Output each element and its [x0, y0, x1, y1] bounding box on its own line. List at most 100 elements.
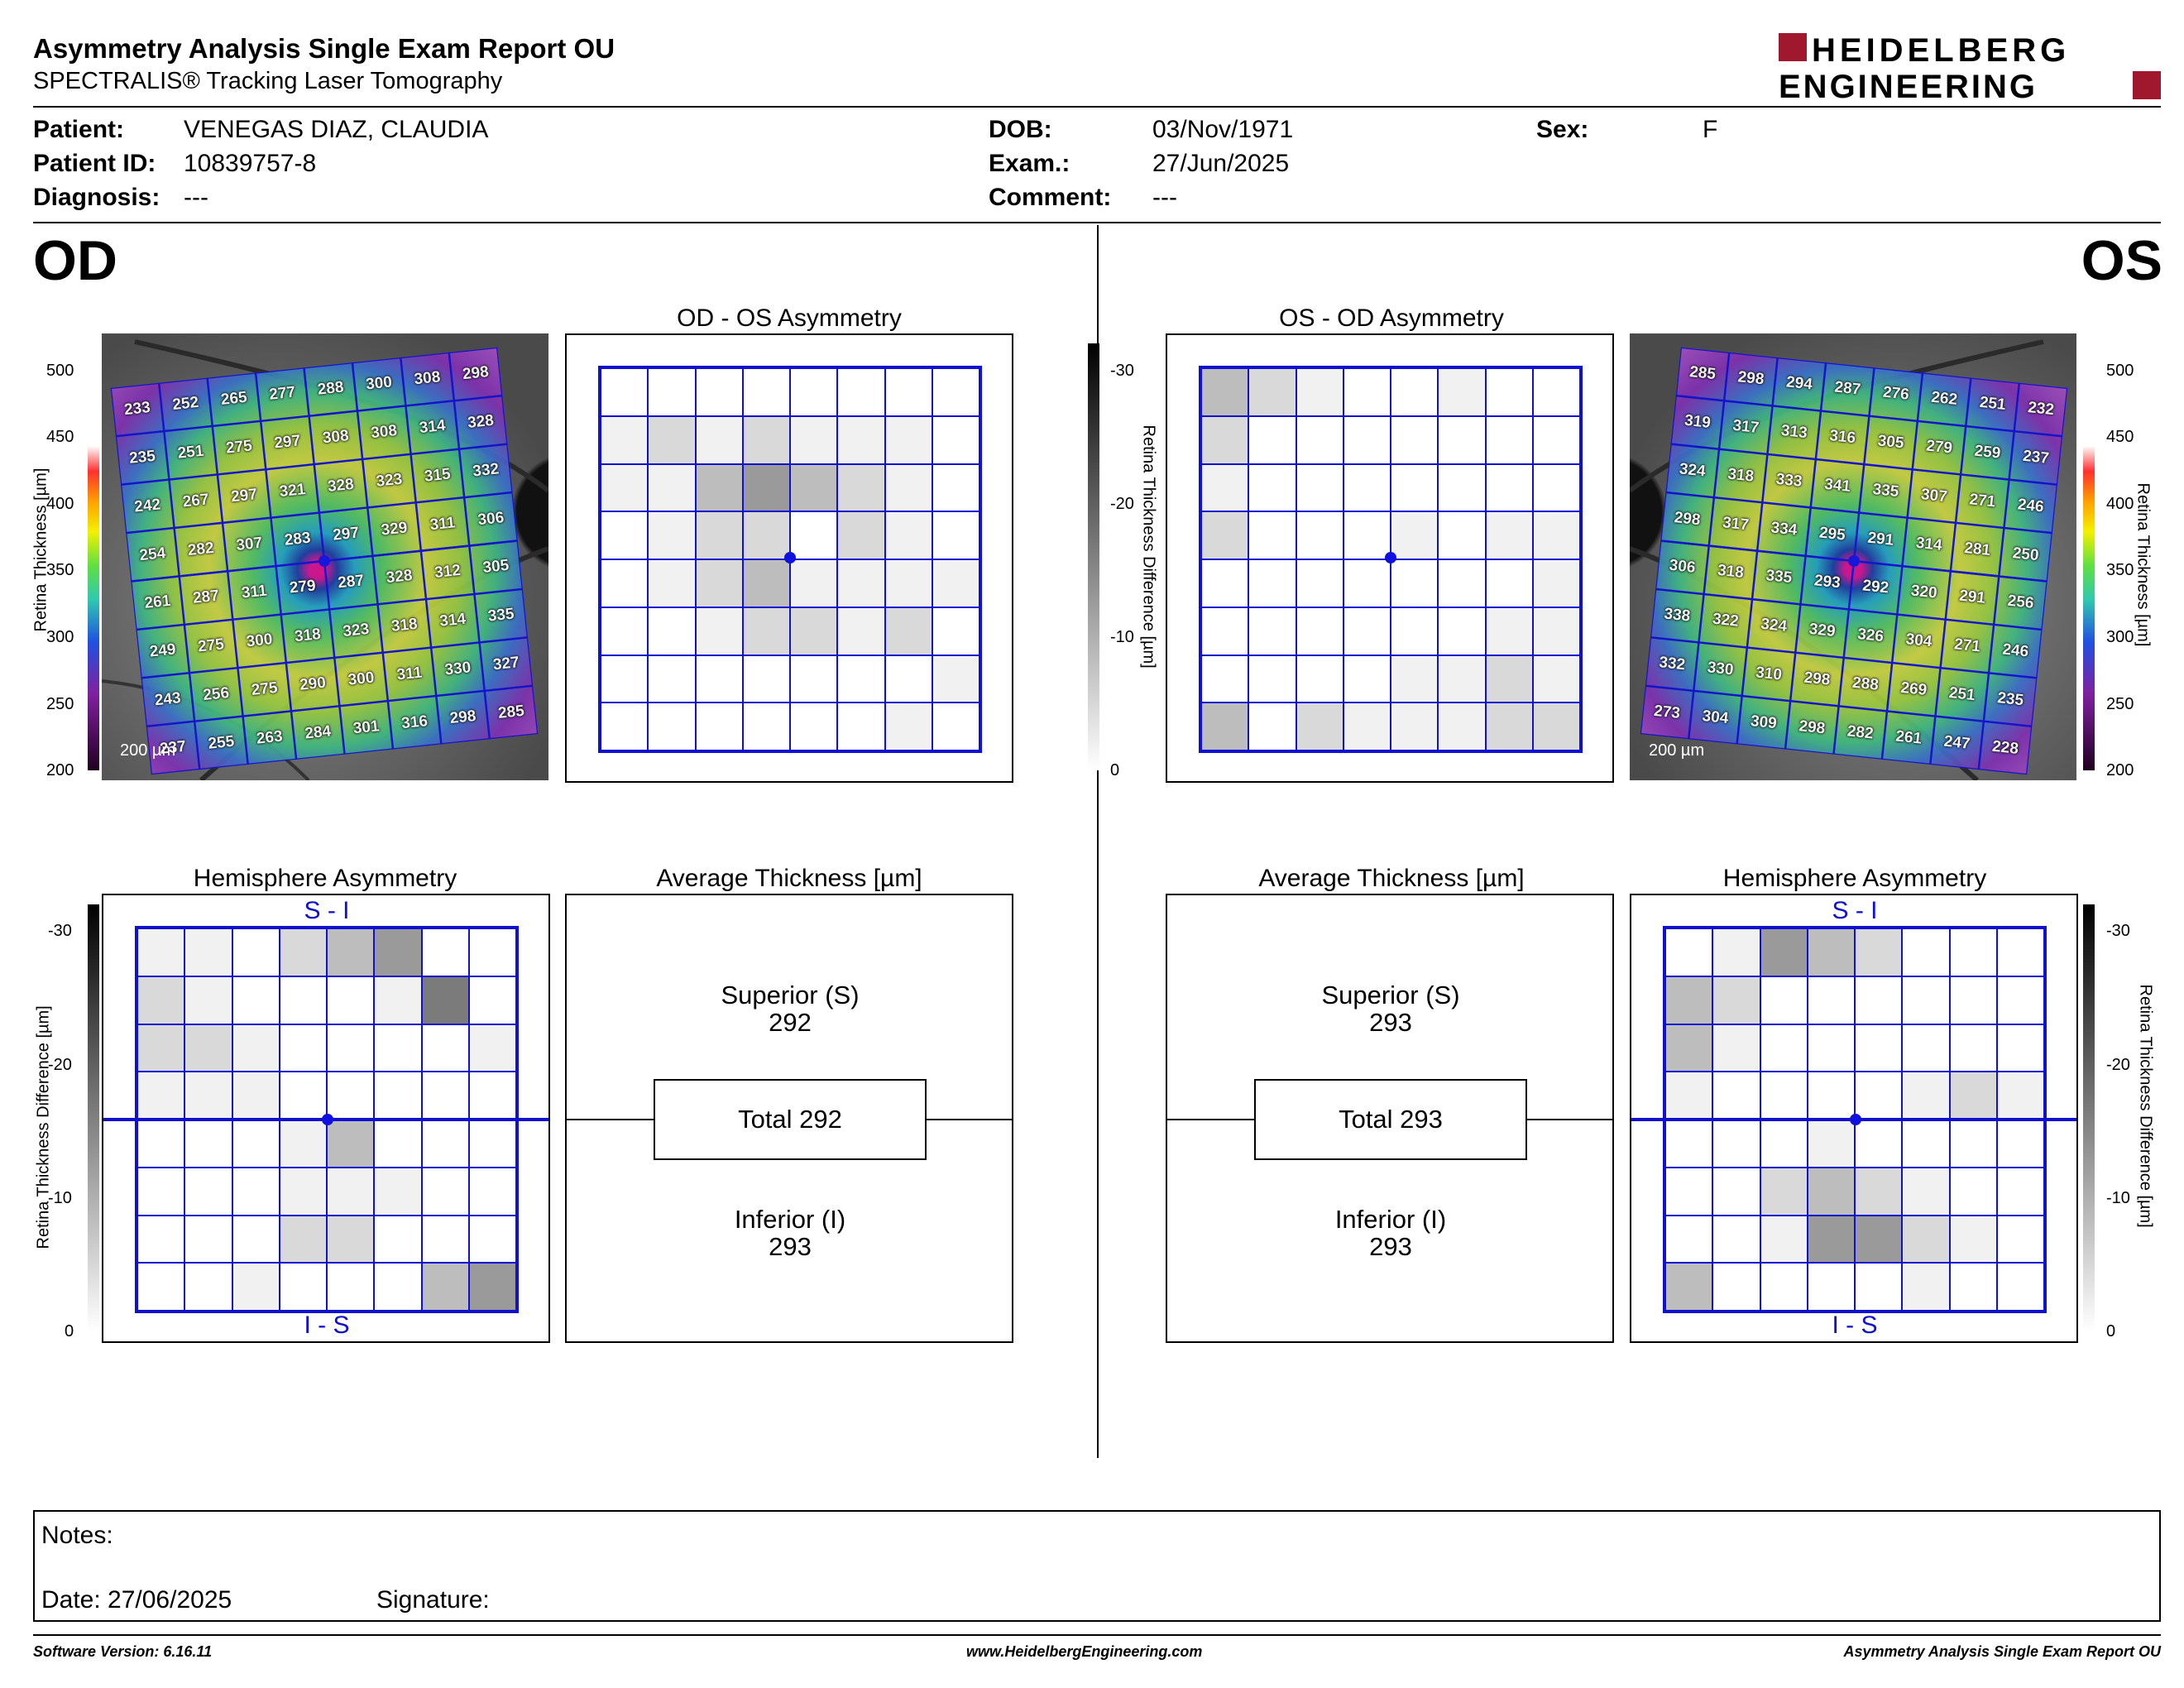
od-asym-cell: [601, 511, 649, 559]
os-thickness-value: 256: [2006, 592, 2035, 613]
od-asym-cell: [742, 607, 790, 655]
od-hemi-cell: [468, 1167, 516, 1216]
od-hemi-cell: [232, 1215, 280, 1264]
od-asym-cell: [837, 463, 885, 512]
od-hemi-cell: [421, 1072, 469, 1120]
os-hemi-top-label: S - I: [1832, 897, 1878, 924]
os-hemi-cell: [1807, 1024, 1855, 1072]
os-asym-cell: [1391, 559, 1439, 607]
od-asym-cell: [648, 415, 696, 464]
os-thickness-value: 232: [2027, 399, 2055, 420]
od-tick-400: 400: [46, 495, 74, 513]
comment-value: ---: [1152, 184, 1177, 211]
od-asym-cell: [884, 463, 932, 512]
od-asym-cell: [648, 655, 696, 703]
od-thickness-value: 330: [443, 659, 472, 679]
od-thickness-value: 315: [423, 465, 452, 486]
os-thickness-value: 305: [1876, 432, 1905, 453]
od-asym-cell: [790, 559, 838, 607]
os-asym-cell: [1343, 511, 1391, 559]
od-thickness-value: 300: [347, 669, 376, 689]
od-thickness-value: 265: [219, 389, 248, 410]
os-hemi-cell: [1712, 1167, 1760, 1216]
od-hemi-cell: [137, 928, 185, 976]
od-asym-cell: [884, 415, 932, 464]
od-hemi-cell: [421, 1167, 469, 1216]
os-asym-cell: [1201, 511, 1249, 559]
od-thickness-value: 300: [245, 631, 274, 651]
os-thickness-value: 291: [1866, 529, 1895, 549]
os-inferior-label: Inferior (I): [1334, 1205, 1447, 1234]
os-asym-cell: [1343, 415, 1391, 464]
od-hemi-top-label: S - I: [304, 897, 350, 924]
os-thickness-value: 246: [2001, 640, 2030, 661]
od-hemi-cell: [137, 1167, 185, 1216]
od-hemi-cell: [184, 1072, 232, 1120]
os-tick-400: 400: [2106, 495, 2134, 513]
comment-label: Comment:: [989, 184, 1112, 211]
od-asym-cell: [695, 511, 743, 559]
os-asym-cell: [1296, 703, 1343, 750]
os-hemi-cell: [1760, 1072, 1808, 1120]
os-hemi-cell: [1665, 1072, 1713, 1120]
os-od-asymmetry-grid: [1199, 366, 1583, 753]
os-hemi-cell: [1902, 1120, 1950, 1168]
os-asym-cell: [1391, 703, 1439, 750]
od-thickness-value: 328: [327, 475, 355, 496]
od-total-box: Total 292: [654, 1079, 927, 1160]
os-asym-cell: [1296, 463, 1343, 512]
os-thickness-value: 298: [1673, 508, 1702, 529]
od-hemi-tick-20: -20: [48, 1056, 72, 1074]
od-asym-cell: [837, 415, 885, 464]
os-asym-cell: [1248, 559, 1296, 607]
od-hemi-cell: [374, 1263, 422, 1311]
os-thickness-value: 326: [1856, 626, 1885, 646]
od-scale-text: 200 µm: [120, 741, 176, 760]
os-hemi-cell: [1855, 976, 1903, 1024]
od-hemi-cell: [421, 928, 469, 976]
od-asym-cell: [648, 703, 696, 750]
os-asym-cell: [1485, 415, 1533, 464]
center-diff-axis-label: Retina Thickness Difference [µm]: [1139, 424, 1158, 669]
website-link[interactable]: www.HeidelbergEngineering.com: [966, 1643, 1203, 1660]
od-hemi-cell: [184, 1120, 232, 1168]
os-thickness-value: 314: [1914, 534, 1943, 554]
od-hemi-cell: [327, 1167, 375, 1216]
od-hemi-cell: [327, 1263, 375, 1311]
os-hemi-cell: [1760, 1120, 1808, 1168]
center-tick-0: 0: [1110, 761, 1120, 779]
os-thickness-value: 298: [1803, 669, 1832, 689]
os-hemi-cell: [1807, 1120, 1855, 1168]
os-hemi-cell: [1665, 1263, 1713, 1311]
od-hemi-cell: [137, 1072, 185, 1120]
od-thickness-value: 321: [278, 480, 307, 501]
os-tick-250: 250: [2106, 695, 2134, 713]
od-asym-cell: [790, 368, 838, 416]
od-hemi-tick-10: -10: [48, 1189, 72, 1207]
os-total-box: Total 293: [1254, 1079, 1527, 1160]
os-thickness-value: 298: [1798, 717, 1827, 738]
od-asym-cell: [932, 559, 979, 607]
od-thickness-value: 252: [171, 394, 200, 415]
os-thickness-value: 250: [2011, 544, 2040, 564]
od-hemi-cell: [468, 1215, 516, 1264]
os-hemi-cell: [1996, 928, 2044, 976]
od-thickness-value: 288: [316, 378, 345, 400]
od-asym-cell: [601, 559, 649, 607]
od-avg-title: Average Thickness [µm]: [656, 865, 922, 892]
center-diff-scale: [1088, 343, 1099, 770]
od-hemi-cell: [374, 976, 422, 1024]
os-asym-cell: [1343, 607, 1391, 655]
notes-date: Date: 27/06/2025: [41, 1586, 232, 1614]
os-hemi-cell: [1712, 1120, 1760, 1168]
os-asym-cell: [1248, 415, 1296, 464]
od-hemi-cell: [232, 1263, 280, 1311]
od-asym-cell: [932, 368, 979, 416]
od-thickness-value: 328: [385, 567, 414, 587]
os-asym-cell: [1485, 463, 1533, 512]
os-thickness-value: 262: [1930, 389, 1959, 410]
os-asym-cell: [1532, 368, 1580, 416]
os-hemi-cell: [1712, 1215, 1760, 1264]
od-hemi-cell: [232, 928, 280, 976]
od-asym-cell: [695, 607, 743, 655]
